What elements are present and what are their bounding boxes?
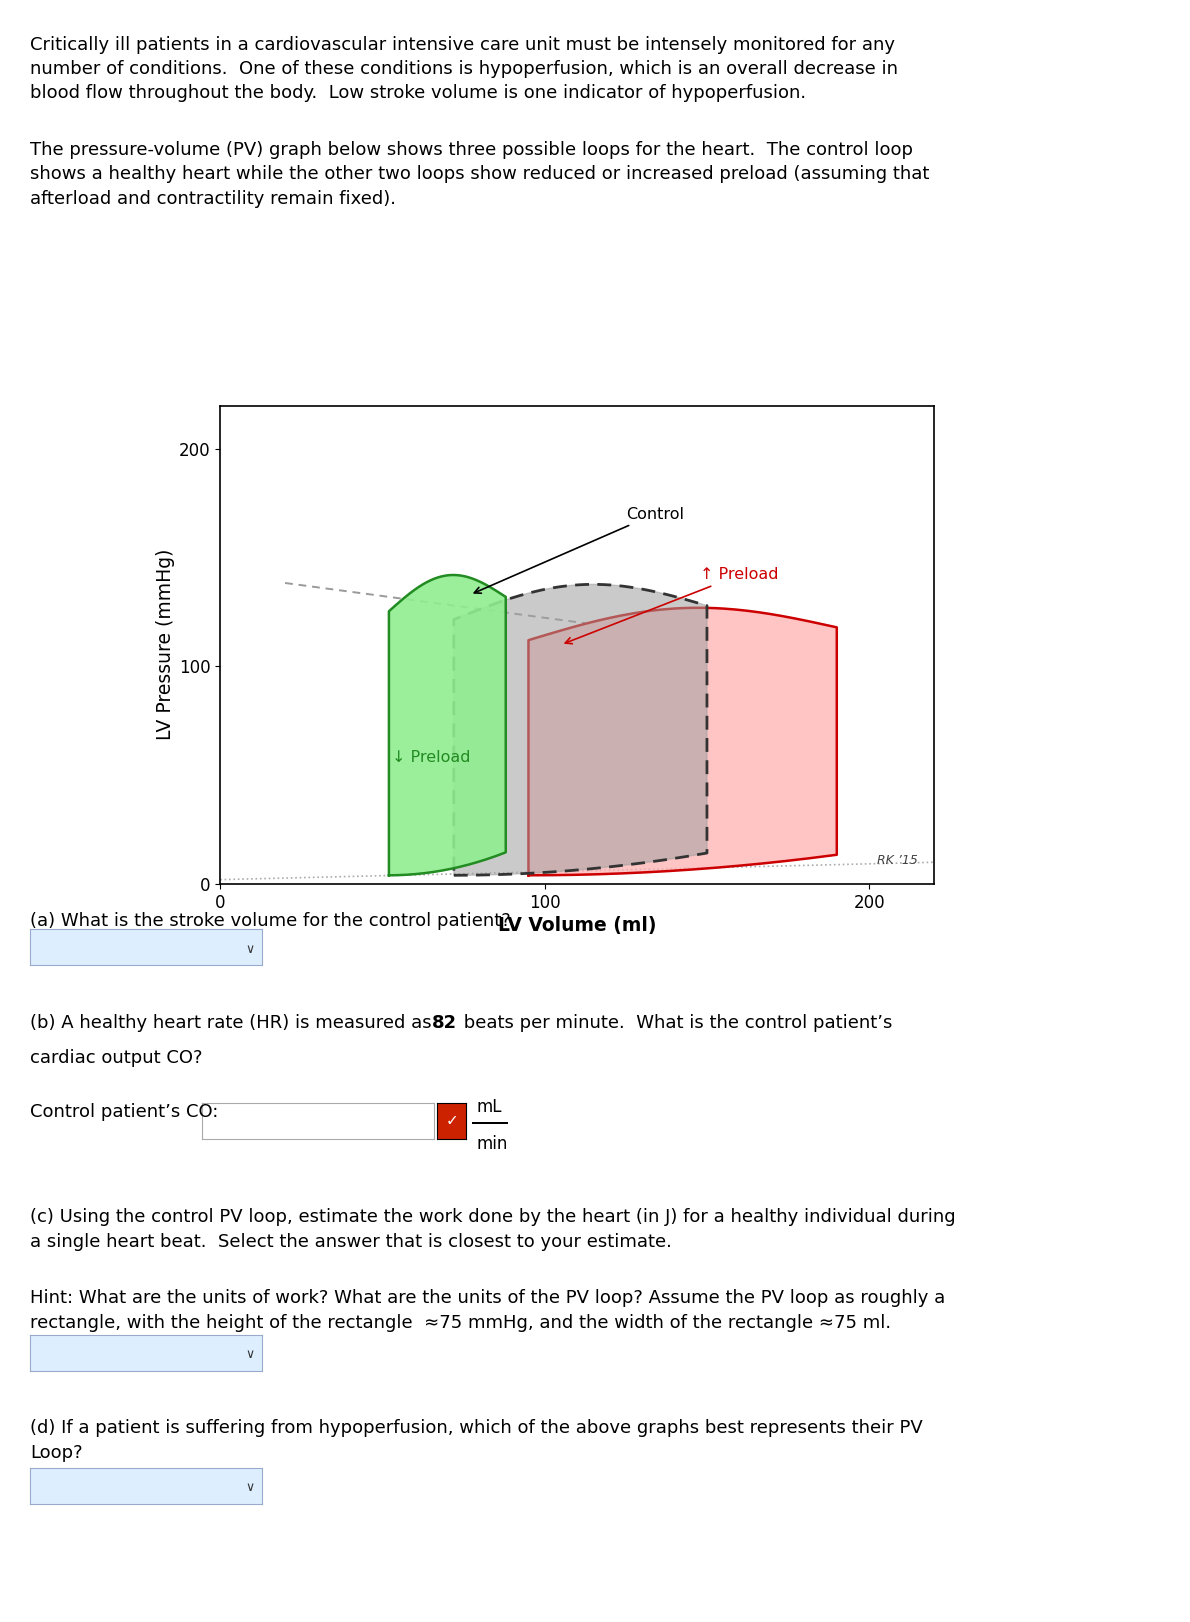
Text: (b) A healthy heart rate (HR) is measured as: (b) A healthy heart rate (HR) is measure… [30, 1014, 437, 1032]
Polygon shape [528, 608, 837, 876]
Text: ↓ Preload: ↓ Preload [392, 751, 470, 766]
Text: Critically ill patients in a cardiovascular intensive care unit must be intensel: Critically ill patients in a cardiovascu… [30, 36, 897, 102]
Text: cardiac output CO?: cardiac output CO? [30, 1049, 202, 1067]
Text: Control patient’s CO:: Control patient’s CO: [30, 1103, 218, 1121]
Text: Hint: What are the units of work? What are the units of the PV loop? Assume the : Hint: What are the units of work? What a… [30, 1289, 945, 1332]
X-axis label: LV Volume (ml): LV Volume (ml) [497, 916, 657, 934]
Text: beats per minute.  What is the control patient’s: beats per minute. What is the control pa… [458, 1014, 892, 1032]
Text: ∨: ∨ [245, 1348, 255, 1361]
Text: min: min [476, 1135, 507, 1153]
Polygon shape [453, 584, 707, 876]
Text: ✓: ✓ [445, 1113, 458, 1129]
Text: The pressure-volume (PV) graph below shows three possible loops for the heart.  : The pressure-volume (PV) graph below sho… [30, 141, 929, 208]
Text: (a) What is the stroke volume for the control patient?: (a) What is the stroke volume for the co… [30, 912, 511, 929]
Text: ↑ Preload: ↑ Preload [565, 568, 779, 644]
Text: mL: mL [476, 1098, 501, 1116]
Text: Control: Control [475, 506, 684, 594]
Text: (c) Using the control PV loop, estimate the work done by the heart (in J) for a : (c) Using the control PV loop, estimate … [30, 1208, 956, 1251]
Y-axis label: LV Pressure (mmHg): LV Pressure (mmHg) [156, 550, 175, 740]
Text: RK ’15: RK ’15 [877, 853, 917, 866]
Text: (d) If a patient is suffering from hypoperfusion, which of the above graphs best: (d) If a patient is suffering from hypop… [30, 1419, 922, 1461]
Text: 82: 82 [432, 1014, 457, 1032]
Text: ∨: ∨ [245, 942, 255, 955]
Polygon shape [389, 576, 506, 876]
Text: ∨: ∨ [245, 1481, 255, 1494]
